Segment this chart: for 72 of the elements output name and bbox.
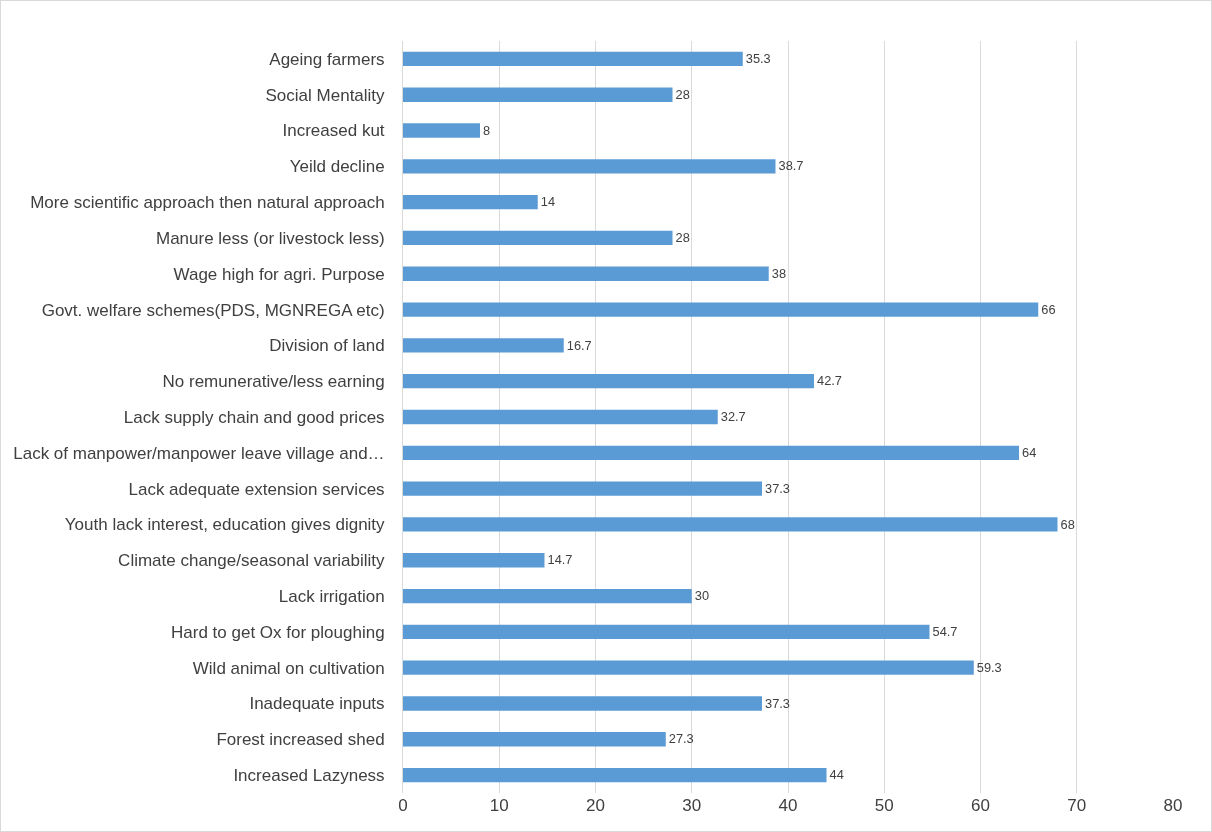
bar <box>403 374 814 389</box>
data-label: 59.3 <box>976 659 1002 675</box>
y-tick-label: Ageing farmers <box>269 49 385 69</box>
x-tick-label: 50 <box>874 796 894 815</box>
bar <box>403 624 930 640</box>
bar <box>403 87 673 102</box>
x-tick-label: 80 <box>1163 796 1183 815</box>
y-tick-label: Division of land <box>269 336 385 356</box>
data-label: 68 <box>1060 516 1075 532</box>
bar <box>403 696 763 711</box>
bar <box>403 445 1019 460</box>
data-label: 8 <box>483 122 491 138</box>
data-label: 14.7 <box>547 552 573 568</box>
data-label: 14 <box>540 194 555 210</box>
bar <box>403 517 1058 532</box>
bar <box>403 159 776 174</box>
data-label: 37.3 <box>765 695 790 711</box>
x-tick-label: 30 <box>682 796 702 815</box>
y-tick-label: Manure less (or livestock less) <box>155 228 385 248</box>
y-tick-label: Govt. welfare schemes(PDS, MGNREGA etc) <box>41 300 385 320</box>
data-label: 35.3 <box>745 51 771 67</box>
bar <box>403 660 974 675</box>
bar <box>403 588 692 604</box>
y-tick-label: Wild animal on cultivation <box>192 658 385 678</box>
data-label: 44 <box>829 767 844 783</box>
data-label: 66 <box>1041 301 1056 317</box>
bar <box>403 230 673 246</box>
y-tick-label: Social Mentality <box>265 85 386 105</box>
data-label: 16.7 <box>566 337 592 353</box>
bar <box>403 481 763 496</box>
x-tick-label: 60 <box>971 796 990 815</box>
data-label: 38 <box>771 265 786 281</box>
bar <box>403 409 718 425</box>
data-label: 64 <box>1022 444 1037 460</box>
y-tick-label: Wage high for agri. Purpose <box>173 264 385 284</box>
bar <box>403 553 545 568</box>
bar <box>403 767 827 783</box>
y-tick-label: Lack of manpower/manpower leave village and… <box>13 443 385 463</box>
x-tick-label: 40 <box>778 796 798 815</box>
bar <box>403 732 666 747</box>
data-label: 42.7 <box>817 373 842 389</box>
data-label: 37.3 <box>765 480 790 496</box>
y-tick-label: Increased kut <box>282 121 385 141</box>
y-tick-label: Climate change/seasonal variability <box>118 551 386 571</box>
y-tick-label: Forest increased shed <box>216 730 385 750</box>
y-tick-label: More scientific approach then natural approach <box>30 193 385 213</box>
y-tick-label: No remunerative/less earning <box>162 372 385 392</box>
data-label: 54.7 <box>932 624 958 640</box>
bar <box>403 302 1039 317</box>
bar <box>403 338 564 353</box>
y-tick-label: Lack supply chain and good prices <box>123 407 385 427</box>
x-tick-label: 10 <box>489 796 509 815</box>
bar <box>403 123 480 138</box>
y-tick-label: Inadequate inputs <box>249 694 385 714</box>
bar <box>403 51 743 67</box>
data-label: 30 <box>694 588 709 604</box>
x-tick-label: 70 <box>1067 796 1087 815</box>
data-label: 28 <box>675 86 690 102</box>
x-tick-label: 0 <box>398 796 408 815</box>
data-label: 28 <box>675 230 690 246</box>
data-label: 32.7 <box>720 409 746 425</box>
y-tick-label: Hard to get Ox for ploughing <box>171 622 385 642</box>
y-tick-label: Increased Lazyness <box>233 766 385 786</box>
y-tick-label: Lack adequate extension services <box>128 479 385 499</box>
data-label: 27.3 <box>668 731 694 747</box>
y-tick-label: Lack irrigation <box>278 587 385 606</box>
bar <box>403 194 538 210</box>
x-tick-label: 20 <box>586 796 605 815</box>
y-tick-label: Yeild decline <box>289 157 385 177</box>
data-label: 38.7 <box>778 158 804 174</box>
bar <box>403 266 769 281</box>
y-tick-label: Youth lack interest, education gives dignity <box>64 515 386 535</box>
